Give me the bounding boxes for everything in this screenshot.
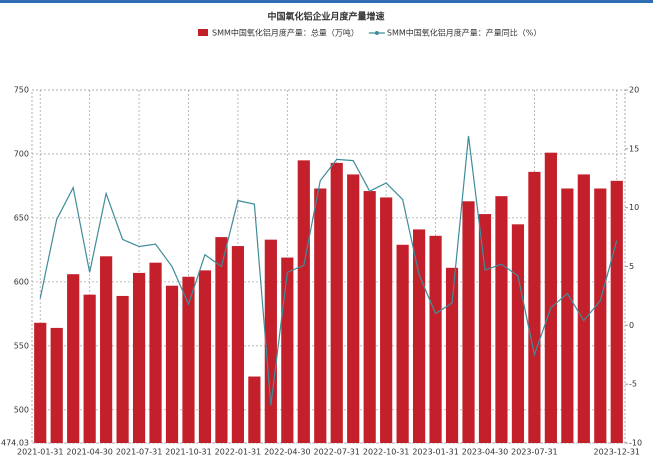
y-tick-label: 500 xyxy=(14,405,29,414)
bar xyxy=(198,270,212,443)
bar xyxy=(231,246,244,443)
bar xyxy=(561,188,574,443)
x-tick-label: 2023-01-31 xyxy=(412,448,459,457)
bar xyxy=(50,327,63,443)
y2-tick-label: 10 xyxy=(629,203,639,212)
y-tick-label: 650 xyxy=(14,213,29,222)
x-tick-label: 2022-04-30 xyxy=(264,448,311,457)
x-tick-label: 2021-01-31 xyxy=(17,448,64,457)
x-tick-label: 2022-01-31 xyxy=(215,448,262,457)
bar xyxy=(594,188,607,443)
y-tick-label: 600 xyxy=(14,277,29,286)
y-tick-label: 550 xyxy=(14,341,29,350)
bar xyxy=(495,196,508,443)
bar xyxy=(83,294,96,443)
bar xyxy=(281,257,294,443)
bar xyxy=(462,201,475,443)
bar xyxy=(215,237,228,443)
bar xyxy=(413,229,426,443)
bar xyxy=(116,295,129,443)
bar xyxy=(363,191,376,443)
legend-label: SMM中国氧化铝月度产量：总量（万吨） xyxy=(212,28,359,38)
bar xyxy=(314,188,327,443)
y2-tick-label: -10 xyxy=(629,439,642,448)
bar xyxy=(165,285,179,443)
legend-swatch-dot xyxy=(374,31,379,35)
bar xyxy=(347,174,360,443)
x-tick-label: 2021-07-31 xyxy=(116,448,163,457)
y-tick-label: 700 xyxy=(14,149,29,158)
y2-tick-label: 5 xyxy=(629,262,634,271)
bar xyxy=(445,267,459,443)
y2-tick-label: 15 xyxy=(629,144,639,153)
bar xyxy=(610,180,623,443)
legend-swatch xyxy=(198,29,208,36)
legend-label: SMM中国氧化铝月度产量：产量同比（%） xyxy=(387,28,541,38)
x-tick-label: 2023-04-30 xyxy=(462,448,509,457)
bar xyxy=(429,235,442,443)
x-tick-label: 2022-07-31 xyxy=(313,448,360,457)
bar xyxy=(544,152,557,443)
y-tick-label: 474.03 xyxy=(1,439,29,448)
bar xyxy=(396,244,409,443)
bar xyxy=(577,174,590,443)
y2-tick-label: -5 xyxy=(629,380,637,389)
bar xyxy=(132,272,146,443)
x-tick-label: 2023-12-31 xyxy=(594,448,641,457)
bar xyxy=(380,197,393,443)
y2-tick-label: 0 xyxy=(629,321,634,330)
bar xyxy=(264,239,277,443)
y-tick-label: 750 xyxy=(14,86,29,95)
bar xyxy=(330,162,343,443)
bar xyxy=(182,276,195,443)
x-tick-label: 2023-07-31 xyxy=(511,448,558,457)
bar xyxy=(511,224,525,443)
bar xyxy=(297,160,310,443)
x-tick-label: 2021-04-30 xyxy=(66,448,113,457)
bar xyxy=(149,262,162,443)
bar xyxy=(478,214,492,443)
bar xyxy=(528,171,541,444)
bar xyxy=(67,274,80,443)
bar xyxy=(248,376,261,443)
x-tick-label: 2022-10-31 xyxy=(363,448,410,457)
top-border xyxy=(0,0,653,3)
chart-title: 中国氧化铝企业月度产量增速 xyxy=(267,11,384,23)
bar xyxy=(100,256,113,443)
line xyxy=(39,135,618,406)
y2-tick-label: 20 xyxy=(629,86,639,95)
x-tick-label: 2021-10-31 xyxy=(165,448,212,457)
bar xyxy=(34,322,47,443)
